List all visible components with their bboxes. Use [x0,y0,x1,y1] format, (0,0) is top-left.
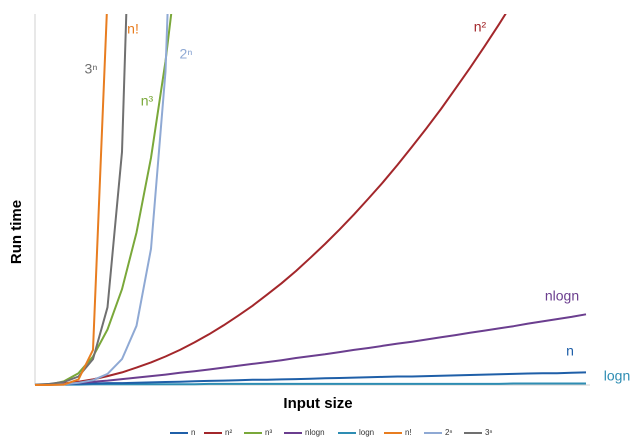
legend-label: nlogn [305,428,325,437]
plot-area [35,14,587,386]
line-label: logn [604,368,630,384]
line-label: 3ⁿ [85,61,98,77]
line-label: 2ⁿ [180,46,193,62]
series-line [35,14,108,386]
series-line [35,371,587,386]
legend-label: logn [359,428,374,437]
series-line [35,14,173,386]
series-line [35,14,128,386]
legend-label: n [191,428,195,437]
y-axis-label: Run time [8,200,25,264]
x-axis-label: Input size [283,395,352,412]
series-line [35,313,587,386]
legend-label: n! [405,428,412,437]
series-line [35,14,507,386]
series-line [35,382,586,386]
line-label: nlogn [545,288,579,304]
line-label: n³ [141,93,154,109]
legend-label: 3ⁿ [485,428,492,437]
line-label: n! [127,21,139,37]
legend-label: n² [225,428,232,437]
line-label: n [566,343,574,359]
legend-label: n³ [265,428,272,437]
line-label: n² [474,19,487,35]
legend-label: 2ⁿ [445,428,452,437]
